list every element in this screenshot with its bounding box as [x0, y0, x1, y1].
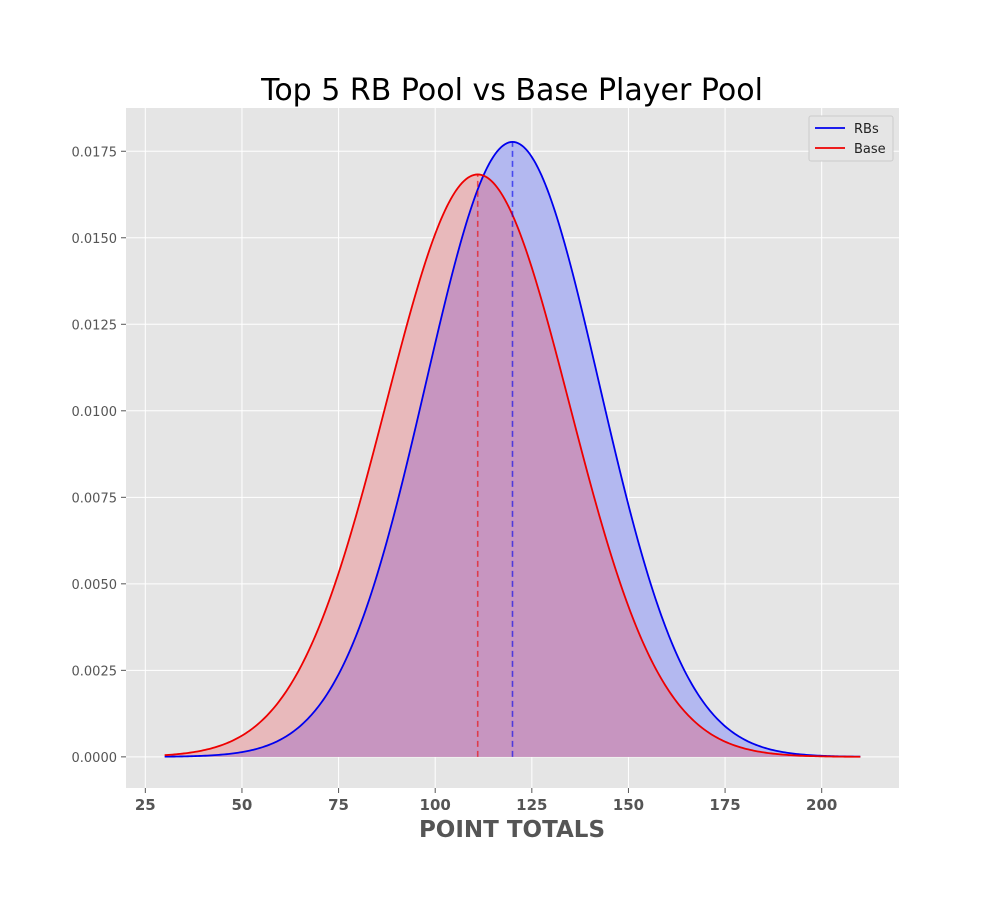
y-tick-label: 0.0050	[72, 578, 118, 593]
y-tick-label: 0.0025	[72, 664, 118, 679]
y-axis-ticks: 0.0000 0.0025 0.0050 0.0075 0.0100 0.0125 0.01…	[72, 145, 126, 766]
x-tick-label: 75	[328, 796, 349, 814]
x-tick-label: 25	[135, 796, 156, 814]
y-tick-label: 0.0100	[72, 405, 118, 420]
x-tick-label: 125	[516, 796, 547, 814]
chart-title: Top 5 RB Pool vs Base Player Pool	[260, 73, 763, 108]
x-tick-label: 50	[232, 796, 253, 814]
mean-lines	[476, 141, 514, 757]
legend: RBs Base	[808, 115, 894, 162]
x-tick-label: 175	[709, 796, 740, 814]
legend-label-rbs: RBs	[854, 122, 879, 137]
x-axis-ticks: 25 50 75 100 125 150 175 200	[135, 788, 837, 814]
x-tick-label: 150	[613, 796, 644, 814]
y-tick-label: 0.0125	[72, 318, 118, 333]
y-tick-label: 0.0175	[72, 145, 118, 160]
x-axis-label: POINT TOTALS	[419, 817, 605, 843]
y-tick-label: 0.0150	[72, 232, 118, 247]
y-tick-label: 0.0000	[72, 751, 118, 766]
y-tick-label: 0.0075	[72, 491, 118, 506]
x-tick-label: 200	[806, 796, 837, 814]
curve-rbs	[164, 141, 861, 758]
legend-label-base: Base	[854, 142, 886, 157]
x-tick-label: 100	[420, 796, 451, 814]
